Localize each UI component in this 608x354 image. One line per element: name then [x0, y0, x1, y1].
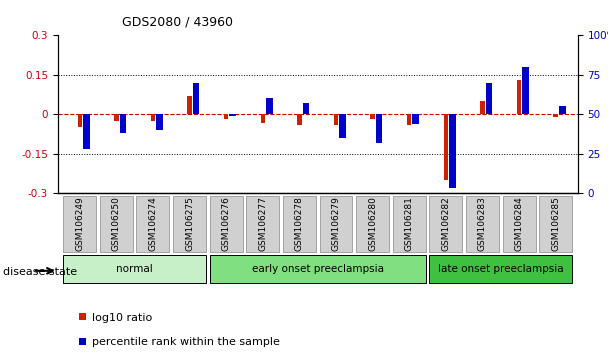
Text: GSM106274: GSM106274 — [148, 196, 157, 251]
FancyBboxPatch shape — [173, 196, 206, 252]
Text: GDS2080 / 43960: GDS2080 / 43960 — [122, 16, 233, 29]
Bar — [120, 114, 126, 133]
Text: percentile rank within the sample: percentile rank within the sample — [92, 337, 280, 347]
Bar — [522, 67, 529, 114]
Bar — [297, 114, 302, 125]
Text: GSM106284: GSM106284 — [514, 196, 523, 251]
Text: GSM106277: GSM106277 — [258, 196, 268, 251]
Text: GSM106275: GSM106275 — [185, 196, 194, 251]
FancyBboxPatch shape — [136, 196, 170, 252]
Bar — [193, 82, 199, 114]
Bar — [303, 103, 309, 114]
Bar — [449, 114, 455, 188]
Text: GSM106281: GSM106281 — [405, 196, 413, 251]
Text: GSM106250: GSM106250 — [112, 196, 121, 251]
Text: GSM106276: GSM106276 — [222, 196, 230, 251]
Text: GSM106283: GSM106283 — [478, 196, 487, 251]
Bar — [83, 114, 89, 149]
FancyBboxPatch shape — [356, 196, 389, 252]
FancyBboxPatch shape — [63, 255, 206, 283]
Text: GSM106278: GSM106278 — [295, 196, 304, 251]
Text: GSM106279: GSM106279 — [331, 196, 340, 251]
FancyBboxPatch shape — [283, 196, 316, 252]
Bar — [480, 101, 485, 114]
Text: early onset preeclampsia: early onset preeclampsia — [252, 264, 384, 274]
Bar — [334, 114, 338, 125]
Bar — [187, 96, 192, 114]
FancyBboxPatch shape — [429, 196, 462, 252]
Text: normal: normal — [116, 264, 153, 274]
Text: GSM106285: GSM106285 — [551, 196, 560, 251]
Bar — [376, 114, 382, 143]
FancyBboxPatch shape — [210, 196, 243, 252]
Bar — [559, 106, 565, 114]
Bar — [78, 114, 82, 127]
FancyBboxPatch shape — [393, 196, 426, 252]
Bar — [224, 114, 229, 119]
FancyBboxPatch shape — [429, 255, 572, 283]
FancyBboxPatch shape — [246, 196, 279, 252]
Bar — [370, 114, 375, 119]
Text: GSM106249: GSM106249 — [75, 196, 85, 251]
Bar — [412, 114, 419, 124]
Bar — [156, 114, 163, 130]
Text: GSM106280: GSM106280 — [368, 196, 377, 251]
Bar — [261, 114, 265, 123]
FancyBboxPatch shape — [503, 196, 536, 252]
Bar — [553, 114, 558, 117]
Bar — [114, 114, 119, 121]
Bar — [486, 82, 492, 114]
FancyBboxPatch shape — [63, 196, 96, 252]
Text: GSM106282: GSM106282 — [441, 196, 451, 251]
Bar — [229, 114, 236, 116]
Bar — [407, 114, 412, 125]
FancyBboxPatch shape — [320, 196, 353, 252]
Text: disease state: disease state — [3, 267, 77, 277]
Bar — [444, 114, 448, 180]
Bar — [339, 114, 346, 138]
Bar — [151, 114, 155, 121]
Bar — [517, 80, 521, 114]
Text: log10 ratio: log10 ratio — [92, 313, 153, 322]
Bar — [266, 98, 272, 114]
FancyBboxPatch shape — [210, 255, 426, 283]
FancyBboxPatch shape — [539, 196, 572, 252]
Text: late onset preeclampsia: late onset preeclampsia — [438, 264, 564, 274]
FancyBboxPatch shape — [100, 196, 133, 252]
FancyBboxPatch shape — [466, 196, 499, 252]
